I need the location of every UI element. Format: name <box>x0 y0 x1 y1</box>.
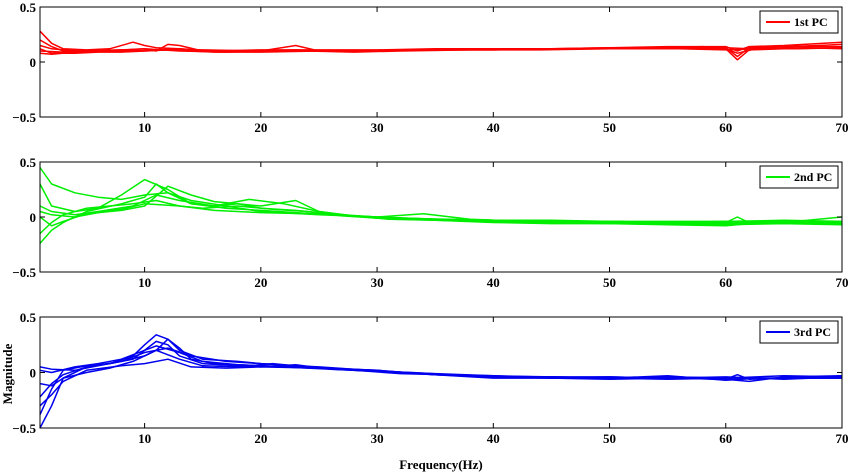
panel-1st-pc: 10 20 30 40 50 60 70 0.5 0 −0.5 1st PC <box>12 0 848 135</box>
y-axis-title: Magnitude <box>0 343 15 404</box>
3rd-pc-x-tick-label: 10 <box>138 431 151 446</box>
1st-pc-axes-box <box>39 6 843 118</box>
panel-3rd-pc: 10 20 30 40 50 60 70 0.5 0 −0.5 3rd PC <box>12 310 848 446</box>
3rd-pc-series-line-7 <box>39 358 842 407</box>
2nd-pc-y-tick-label: −0.5 <box>12 265 36 280</box>
1st-pc-y-tick-label: 0.5 <box>20 0 37 15</box>
2nd-pc-y-tick-label: 0.5 <box>20 155 37 170</box>
2nd-pc-x-tick-label: 60 <box>719 275 732 290</box>
2nd-pc-x-tick-label: 50 <box>603 275 616 290</box>
1st-pc-y-tick-label: −0.5 <box>12 110 36 125</box>
2nd-pc-legend-box <box>759 165 839 189</box>
1st-pc-x-tick-label: 70 <box>836 120 849 135</box>
1st-pc-series-line-1 <box>39 30 843 58</box>
3rd-pc-y-tick-label: −0.5 <box>12 421 36 436</box>
3rd-pc-x-tick-label: 20 <box>254 431 267 446</box>
1st-pc-x-tick-label: 50 <box>603 120 616 135</box>
panel-2nd-pc: 10 20 30 40 50 60 70 0.5 0 −0.5 2nd PC <box>12 155 848 290</box>
2nd-pc-legend: 2nd PC <box>759 165 839 189</box>
3rd-pc-axes-box <box>39 316 843 429</box>
2nd-pc-axes-box <box>39 161 843 273</box>
3rd-pc-legend: 3rd PC <box>759 320 839 344</box>
1st-pc-legend: 1st PC <box>759 10 839 34</box>
3rd-pc-legend-label: 3rd PC <box>794 325 831 339</box>
3rd-pc-x-tick-label: 70 <box>836 431 849 446</box>
1st-pc-y-tick-label: 0 <box>30 55 37 70</box>
3rd-pc-y-tick-label: 0 <box>30 366 37 381</box>
2nd-pc-x-tick-label: 70 <box>836 275 849 290</box>
1st-pc-x-tick-label: 20 <box>254 120 267 135</box>
3rd-pc-y-tick-label: 0.5 <box>20 310 37 325</box>
3rd-pc-legend-box <box>759 320 839 344</box>
1st-pc-x-tick-label: 10 <box>138 120 151 135</box>
1st-pc-legend-box <box>759 10 839 34</box>
1st-pc-x-tick-label: 40 <box>487 120 500 135</box>
2nd-pc-series-line-7 <box>39 203 843 223</box>
3rd-pc-x-tick-label: 30 <box>371 431 384 446</box>
3rd-pc-series-line-6 <box>39 345 843 379</box>
1st-pc-x-tick-label: 60 <box>719 120 732 135</box>
2nd-pc-series-line-6 <box>39 185 843 227</box>
2nd-pc-x-tick-label: 10 <box>138 275 151 290</box>
2nd-pc-x-tick-label: 30 <box>371 275 384 290</box>
3rd-pc-x-tick-label: 40 <box>487 431 500 446</box>
2nd-pc-x-tick-label: 40 <box>487 275 500 290</box>
3rd-pc-x-tick-label: 60 <box>719 431 732 446</box>
3rd-pc-series-line-3 <box>39 338 843 398</box>
3rd-pc-x-tick-label: 50 <box>603 431 616 446</box>
2nd-pc-y-tick-label: 0 <box>30 210 37 225</box>
1st-pc-legend-label: 1st PC <box>794 15 828 29</box>
3rd-pc-series-line-5 <box>39 349 843 387</box>
1st-pc-x-tick-label: 30 <box>371 120 384 135</box>
x-axis-title: Frequency(Hz) <box>399 457 483 472</box>
2nd-pc-x-tick-label: 20 <box>254 275 267 290</box>
2nd-pc-legend-label: 2nd PC <box>794 170 832 184</box>
1st-pc-series-line-6 <box>39 46 843 56</box>
